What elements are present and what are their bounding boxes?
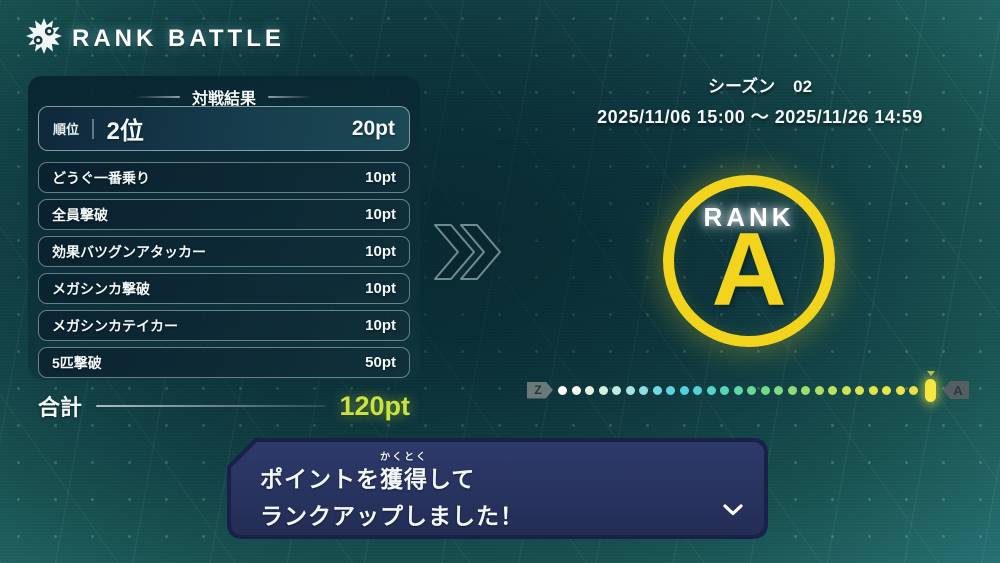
bonus-row: 効果バツグンアタッカー 10pt <box>38 236 410 267</box>
progress-dot <box>693 385 702 395</box>
bonus-label: 5匹撃破 <box>52 354 102 371</box>
bonus-row: メガシンカテイカー 10pt <box>38 310 410 341</box>
total-row: 合計 120pt <box>28 388 420 424</box>
bonus-label: メガシンカ撃破 <box>52 280 150 297</box>
bonus-label: どうぐ一番乗り <box>52 169 150 186</box>
bonus-points: 10pt <box>365 169 396 186</box>
screen-header: RANK BATTLE <box>26 18 285 59</box>
dialog-text-line2: ランクアップしました！ <box>260 503 524 529</box>
bonus-row: メガシンカ撃破 10pt <box>38 273 410 304</box>
progress-dot <box>760 385 770 395</box>
placement-row: 順位 2位 20pt <box>38 106 410 151</box>
progress-dot <box>909 385 918 395</box>
progress-dot <box>625 385 635 395</box>
rank-battle-badge-icon <box>26 18 62 59</box>
placement-value: 2位 <box>106 118 144 145</box>
total-points: 120pt <box>339 390 410 421</box>
progress-dot <box>652 385 662 395</box>
progress-current-marker <box>925 378 936 402</box>
progress-dot <box>612 385 621 395</box>
placement-divider <box>92 118 94 139</box>
bonus-label: 効果バツグンアタッカー <box>52 243 206 260</box>
progress-dot <box>814 385 824 395</box>
progress-dot <box>666 385 675 395</box>
bonus-rows: どうぐ一番乗り 10pt 全員撃破 10pt 効果バツグンアタッカー 10pt … <box>38 162 410 378</box>
progress-dot <box>585 385 594 395</box>
progress-dot <box>882 385 891 395</box>
dialog-text-line1: ポイントを かくとく獲得して <box>260 452 476 494</box>
progress-dot <box>558 385 567 395</box>
bonus-points: 10pt <box>365 243 396 260</box>
placement-label: 順位 <box>53 122 80 137</box>
progress-end-cap-a-icon: A <box>943 381 969 399</box>
progress-dot <box>571 385 581 395</box>
season-info: シーズン 02 2025/11/06 15:00 ～ 2025/11/26 14:… <box>530 72 990 129</box>
bonus-row: 5匹撃破 50pt <box>38 347 410 378</box>
message-dialog[interactable]: ポイントを かくとく獲得して ランクアップしました！ <box>226 437 770 541</box>
progress-dot <box>868 385 878 395</box>
battle-results-panel: 対戦結果 順位 2位 20pt どうぐ一番乗り 10pt 全員撃破 10pt 効… <box>28 76 420 380</box>
progress-dot <box>639 385 648 395</box>
progress-dot <box>787 385 797 395</box>
progress-dot <box>679 385 689 395</box>
rank-badge-ring: RANK A <box>663 175 835 347</box>
rank-badge-word: RANK <box>703 202 795 232</box>
dialog-ruby: かくとく 獲得 <box>380 452 428 494</box>
progress-dot <box>706 385 716 395</box>
progress-start-cap-z-icon: Z <box>527 381 553 399</box>
season-label: シーズン <box>707 77 776 96</box>
season-number: 02 <box>793 77 813 96</box>
total-label: 合計 <box>38 395 83 420</box>
dialog-continue-chevron-down-icon[interactable] <box>722 503 744 521</box>
page-title: RANK BATTLE <box>72 24 285 52</box>
progress-dot <box>747 385 756 395</box>
progress-dot <box>801 385 810 395</box>
bonus-points: 10pt <box>365 317 396 334</box>
progress-dot <box>841 385 851 395</box>
transition-arrows-icon <box>432 222 514 287</box>
results-header: 対戦結果 <box>28 85 420 109</box>
progress-dots <box>558 385 918 395</box>
bonus-points: 50pt <box>365 354 396 371</box>
bonus-row: 全員撃破 10pt <box>38 199 410 230</box>
progress-dot <box>720 385 729 395</box>
dialog-text-post: して <box>428 466 476 492</box>
dialog-furigana: かくとく <box>380 452 428 463</box>
dialog-background <box>227 438 768 539</box>
progress-dot <box>774 385 783 395</box>
progress-dot <box>598 385 608 395</box>
header-divider-left <box>135 96 180 98</box>
bonus-points: 10pt <box>365 206 396 223</box>
dialog-text-pre: ポイントを <box>260 466 380 492</box>
season-title: シーズン 02 <box>530 72 990 97</box>
progress-dot <box>895 385 905 395</box>
bonus-row: どうぐ一番乗り 10pt <box>38 162 410 193</box>
bonus-label: メガシンカテイカー <box>52 317 178 334</box>
results-header-label: 対戦結果 <box>191 91 256 108</box>
progress-dot <box>828 385 837 395</box>
bonus-label: 全員撃破 <box>52 206 108 223</box>
header-divider-right <box>268 96 312 98</box>
progress-dot <box>855 385 864 395</box>
placement-points: 20pt <box>351 116 395 140</box>
total-divider-line <box>96 405 326 407</box>
season-period: 2025/11/06 15:00 ～ 2025/11/26 14:59 <box>597 107 923 127</box>
dialog-ruby-base: 獲得 <box>380 466 428 492</box>
progress-dot <box>733 385 743 395</box>
bonus-points: 10pt <box>365 280 396 297</box>
rank-progress-track: Z A <box>527 374 969 406</box>
rank-badge-grade: A <box>711 212 787 328</box>
